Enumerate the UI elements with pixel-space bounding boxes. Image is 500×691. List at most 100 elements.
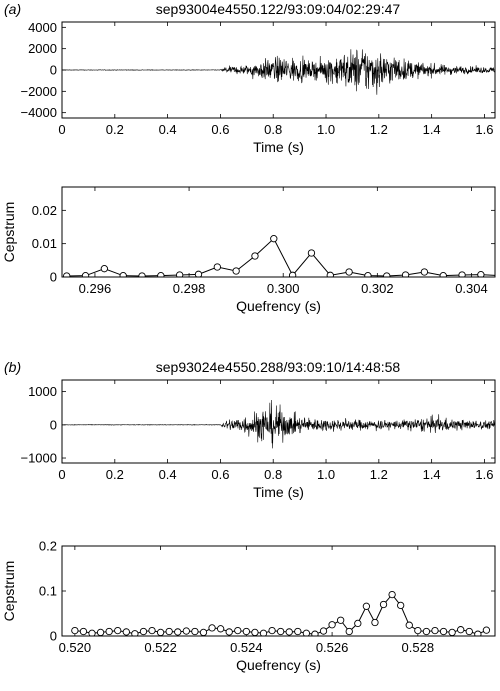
cepstrum-point <box>139 627 148 636</box>
cepstrum-point <box>259 629 268 636</box>
x-tick-label: 1.6 <box>475 467 493 482</box>
cepstrum-point <box>96 628 105 636</box>
cepstrum-point <box>439 627 448 636</box>
x-tick-label: 1.0 <box>317 122 335 137</box>
waveform-a-chart: 0 0.2 0.4 0.6 0.8 1.0 1.2 1.4 1.6 4000 2000 0 −2000 −… <box>20 20 496 155</box>
cepstrum-point <box>405 621 413 629</box>
panel-b-label: (b) <box>4 359 21 375</box>
cepstrum-point <box>474 630 482 636</box>
x-tick-label: 0 <box>58 122 65 137</box>
x-tick-label: 1.0 <box>317 467 335 482</box>
x-tick-label: 0.300 <box>267 281 300 296</box>
cepstrum-point <box>268 626 276 635</box>
cepstrum-series <box>66 237 495 277</box>
x-tick-label: 0.528 <box>402 640 435 655</box>
cepstrum-point <box>319 627 328 635</box>
cepstrum-point <box>397 601 405 610</box>
x-tick-label: 0.302 <box>361 281 394 296</box>
y-axis-label: Cepstrum <box>1 202 17 263</box>
cepstrum-point <box>379 600 388 609</box>
cepstrum-point <box>294 627 302 636</box>
x-tick-label: 0.6 <box>211 122 229 137</box>
y-tick-label: 0 <box>50 63 57 78</box>
x-tick-label: 0.8 <box>264 122 282 137</box>
cepstrum-point <box>131 630 139 636</box>
cepstrum-point <box>477 271 485 277</box>
cepstrum-point <box>165 627 173 636</box>
cepstrum-point <box>234 626 242 635</box>
x-tick-label: 0.4 <box>159 122 177 137</box>
x-tick-label: 0 <box>58 467 65 482</box>
cepstrum-point <box>71 626 79 635</box>
cepstrum-point <box>138 272 146 277</box>
y-tick-label: 1000 <box>28 384 57 399</box>
cepstrum-point <box>345 627 353 636</box>
cepstrum-point <box>148 626 156 635</box>
x-tick-label: 0.2 <box>106 122 124 137</box>
cepstrum-point <box>326 271 334 277</box>
cepstrum-point <box>81 272 90 277</box>
y-tick-label: 0.02 <box>32 203 57 218</box>
y-tick-label: 0 <box>50 417 57 432</box>
cepstrum-point <box>225 628 233 636</box>
x-tick-label: 0.296 <box>79 281 112 296</box>
cepstrum-point <box>383 272 391 277</box>
panel-b-title: sep93024e4550.288/93:09:10/14:48:58 <box>156 359 401 375</box>
cepstrum-point <box>63 272 71 277</box>
x-tick-label: 0.522 <box>144 640 177 655</box>
cepstrum-point <box>311 630 319 636</box>
cepstrum-point <box>194 270 203 277</box>
cepstrum-point <box>182 627 190 635</box>
y-tick-label: 2000 <box>28 41 57 56</box>
cepstrum-point <box>191 627 199 636</box>
cepstrum-point <box>354 619 362 628</box>
cepstrum-point <box>213 263 221 271</box>
cepstrum-point <box>199 628 208 636</box>
plot-frame <box>61 21 496 119</box>
cepstrum-point <box>439 272 447 277</box>
cepstrum-point <box>276 627 285 636</box>
cepstrum-point <box>482 626 491 634</box>
cepstrum-a-chart: 0.296 0.298 0.300 0.302 0.304 0 0.01 0.02 Quefre… <box>1 186 496 314</box>
cepstrum-point <box>242 627 251 636</box>
y-tick-label: 0 <box>50 629 57 644</box>
x-tick-label: 0.304 <box>455 281 488 296</box>
x-tick-label: 1.6 <box>475 122 493 137</box>
y-tick-label: 0 <box>50 270 57 285</box>
cepstrum-point <box>465 627 473 636</box>
cepstrum-point <box>232 267 240 275</box>
cepstrum-point <box>79 627 88 636</box>
plot-frame <box>61 545 496 637</box>
cepstrum-point <box>414 626 422 635</box>
x-tick-label: 1.4 <box>423 467 441 482</box>
cepstrum-point <box>122 628 130 636</box>
cepstrum-point <box>401 271 410 277</box>
cepstrum-point <box>420 268 429 276</box>
cepstrum-point <box>174 628 182 636</box>
x-tick-label: 1.4 <box>423 122 441 137</box>
waveform-series <box>62 399 495 449</box>
x-tick-label: 0.520 <box>59 640 92 655</box>
x-tick-label: 1.2 <box>370 122 388 137</box>
y-tick-label: 0.1 <box>39 584 57 599</box>
cepstrum-point <box>100 265 109 273</box>
x-axis-label: Quefrency (s) <box>236 298 321 314</box>
cepstrum-point <box>337 616 345 624</box>
cepstrum-point <box>328 621 336 629</box>
x-axis-label: Time (s) <box>253 484 304 500</box>
cepstrum-point <box>362 602 371 610</box>
cepstrum-point <box>270 235 278 243</box>
cepstrum-point <box>345 268 353 276</box>
cepstrum-point <box>285 628 293 636</box>
x-tick-label: 0.526 <box>316 640 349 655</box>
y-tick-label: 0.2 <box>39 539 57 554</box>
cepstrum-point <box>457 626 465 634</box>
x-axis-label: Quefrency (s) <box>236 657 321 673</box>
plot-frame <box>61 186 496 278</box>
cepstrum-point <box>288 271 297 277</box>
cepstrum-point <box>208 624 216 632</box>
cepstrum-point <box>448 628 456 636</box>
y-tick-label: 4000 <box>28 20 57 35</box>
x-tick-label: 0.2 <box>106 467 124 482</box>
cepstrum-point <box>119 272 127 277</box>
